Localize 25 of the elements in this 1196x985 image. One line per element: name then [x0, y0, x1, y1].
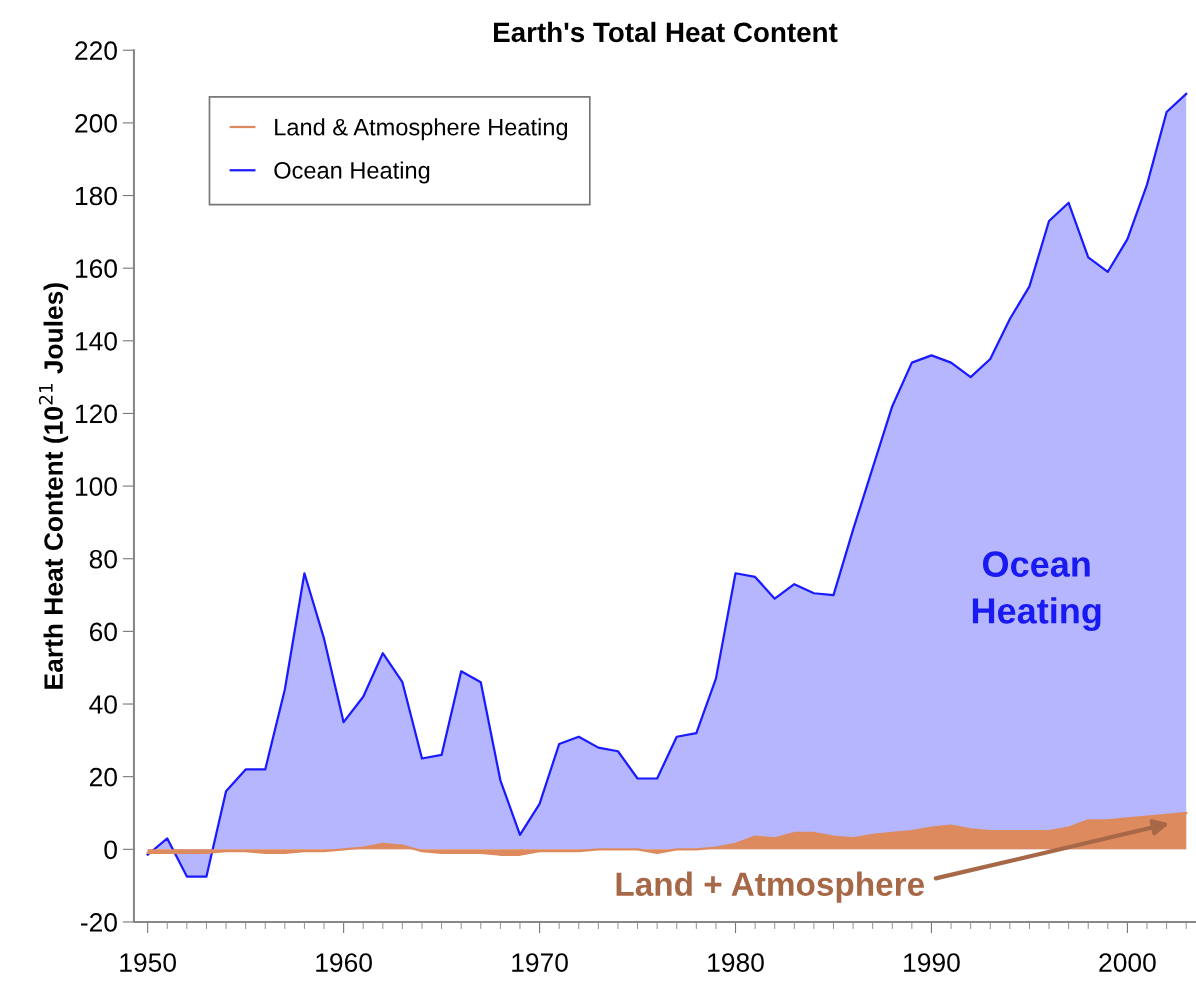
y-tick-label: 180 [75, 186, 117, 206]
y-tick-label: 160 [75, 259, 117, 278]
legend-label: Land & Atmosphere Heating [275, 118, 568, 141]
x-tick-label: 1970 [512, 953, 568, 972]
y-tick-label: 100 [75, 477, 117, 496]
x-tick-label: 1960 [316, 953, 372, 972]
x-tick-label: 1990 [904, 953, 960, 972]
annotation: Land + Atmosphere [616, 871, 925, 903]
y-tick-label: -20 [81, 913, 117, 932]
y-tick-label: 120 [75, 404, 117, 424]
legend-label: Ocean Heating [274, 161, 430, 184]
y-tick-label: 20 [89, 767, 117, 787]
y-tick-label: 220 [75, 41, 117, 61]
y-tick-label: 60 [89, 622, 117, 642]
chart-title: Earth's Total Heat Content [494, 21, 838, 43]
x-tick-label: 1950 [120, 953, 176, 972]
y-tick-label: 200 [75, 114, 117, 133]
annotation: Ocean Heating [972, 551, 1101, 631]
y-axis-title: Earth Heat Content (10$^{21}$ Joules) [38, 283, 69, 689]
y-tick-label: 0 [104, 840, 117, 860]
y-tick-label: 140 [75, 331, 117, 351]
y-tick-label: 80 [89, 549, 117, 569]
x-tick-label: 1980 [708, 953, 764, 972]
x-tick-label: 2000 [1099, 953, 1156, 972]
y-tick-label: 40 [89, 695, 117, 714]
